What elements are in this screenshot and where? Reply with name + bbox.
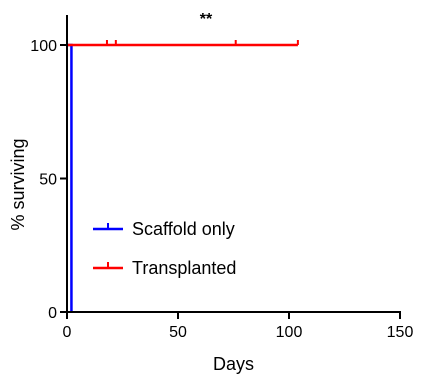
axes (66, 15, 401, 313)
legend-label-scaffold-only: Scaffold only (132, 219, 235, 239)
y-tick-label: 0 (48, 305, 57, 322)
y-tick-label: 100 (30, 38, 57, 55)
x-tick-label: 50 (169, 324, 187, 341)
x-tick-label: 0 (63, 324, 72, 341)
survival-curves (67, 40, 299, 312)
y-axis-title: % surviving (8, 138, 28, 230)
x-tick-label: 100 (276, 324, 303, 341)
significance-annotation: ** (200, 11, 213, 28)
legend: Scaffold only Transplanted (93, 219, 236, 278)
x-tick-label: 150 (387, 324, 414, 341)
y-tick-label: 50 (39, 172, 57, 189)
x-axis-title: Days (213, 354, 254, 374)
legend-label-transplanted: Transplanted (132, 258, 236, 278)
axis-ticks: 0 50 100 150 0 50 100 (30, 38, 413, 341)
